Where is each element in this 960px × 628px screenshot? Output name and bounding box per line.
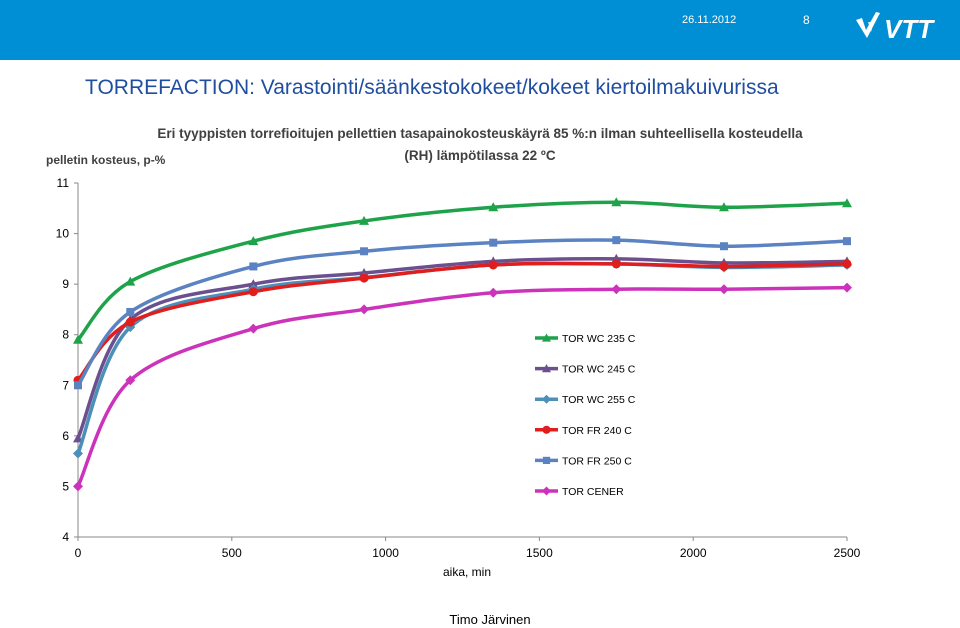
data-point — [488, 202, 499, 212]
legend-entry: TOR CENER — [562, 486, 624, 498]
series-line-2 — [76, 257, 848, 440]
data-point — [842, 198, 852, 208]
data-point — [248, 323, 259, 334]
data-point — [248, 236, 259, 246]
legend-entry: TOR WC 255 C — [562, 394, 636, 406]
x-tick-label: 500 — [222, 546, 242, 560]
legend-swatch-marker — [542, 394, 551, 404]
slide-title: TORREFACTION: Varastointi/säänkestokokee… — [85, 76, 779, 99]
vtt-logo: VTT — [856, 12, 935, 44]
legend-entry: TOR WC 245 C — [562, 364, 636, 376]
data-point — [126, 307, 135, 316]
data-point — [612, 236, 621, 245]
data-point — [359, 215, 370, 225]
data-point — [359, 304, 370, 315]
data-point — [611, 197, 622, 207]
y-tick-label: 10 — [56, 227, 70, 241]
header-bar: 26.11.2012 8 VTT — [0, 0, 960, 60]
legend-entry: TOR WC 235 C — [562, 333, 636, 345]
data-point — [248, 287, 258, 297]
data-point — [359, 273, 369, 283]
data-point — [611, 284, 622, 295]
data-point — [718, 284, 729, 295]
y-tick-label: 6 — [62, 429, 69, 443]
x-axis-label: aika, min — [443, 565, 491, 579]
data-point — [248, 279, 259, 289]
series-line-4 — [76, 261, 848, 382]
page-number: 8 — [803, 13, 810, 27]
legend-swatch-marker — [542, 364, 551, 373]
data-point — [73, 448, 83, 459]
data-point — [842, 259, 852, 269]
svg-text:VTT: VTT — [884, 14, 935, 44]
legend-swatch-marker — [542, 333, 551, 342]
x-tick-label: 0 — [75, 546, 82, 560]
data-point — [488, 287, 499, 298]
data-point — [611, 259, 621, 269]
data-point — [73, 433, 83, 443]
x-tick-label: 1000 — [372, 546, 399, 560]
data-point — [249, 262, 258, 271]
data-point — [73, 334, 83, 344]
legend-entry: TOR FR 250 C — [562, 455, 632, 467]
series-line-6 — [76, 285, 848, 488]
data-point — [719, 261, 729, 271]
legend-swatch-marker — [542, 425, 551, 434]
x-tick-label: 2000 — [680, 546, 707, 560]
y-tick-label: 7 — [62, 378, 69, 392]
y-axis-label: pelletin kosteus, p-% — [46, 153, 166, 167]
series-line-3 — [76, 261, 848, 455]
data-point — [489, 238, 498, 247]
y-tick-label: 8 — [62, 328, 69, 342]
y-tick-label: 9 — [62, 277, 69, 291]
legend-swatch-marker — [542, 486, 551, 496]
x-tick-label: 2500 — [834, 546, 861, 560]
data-point — [719, 242, 728, 251]
data-point — [718, 202, 729, 212]
slide-date: 26.11.2012 — [682, 14, 737, 26]
data-point — [125, 317, 135, 327]
data-point — [488, 260, 498, 270]
data-point — [73, 481, 83, 492]
data-point — [125, 276, 136, 286]
legend-entry: TOR FR 240 C — [562, 425, 632, 437]
data-point — [360, 247, 369, 256]
y-tick-label: 4 — [62, 530, 69, 544]
data-point — [843, 237, 851, 246]
data-point — [842, 282, 852, 293]
legend-swatch-marker — [542, 456, 551, 464]
series-line-5 — [76, 238, 848, 387]
x-tick-label: 1500 — [526, 546, 553, 560]
chart-title: Eri tyyppisten torrefioitujen pellettien… — [157, 126, 803, 163]
y-tick-label: 11 — [57, 176, 70, 190]
series-line-1 — [76, 200, 848, 341]
y-tick-label: 5 — [62, 479, 69, 493]
data-point — [74, 381, 82, 390]
data-point — [125, 375, 136, 386]
footer-author: Timo Järvinen — [449, 612, 531, 627]
